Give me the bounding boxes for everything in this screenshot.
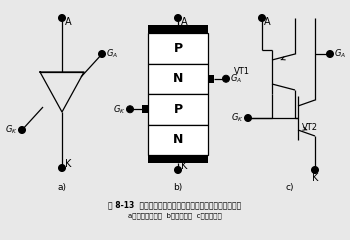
Text: K: K xyxy=(312,173,318,183)
Circle shape xyxy=(126,106,133,113)
Text: $G_A$: $G_A$ xyxy=(106,48,118,60)
Circle shape xyxy=(312,167,318,174)
Circle shape xyxy=(175,167,182,174)
Circle shape xyxy=(175,14,182,22)
Text: P: P xyxy=(174,103,183,116)
Text: $G_A$: $G_A$ xyxy=(230,72,242,85)
Bar xyxy=(148,125,208,155)
Text: a）电路图形符号  b）内部结构  c）等效电路: a）电路图形符号 b）内部结构 c）等效电路 xyxy=(128,212,222,219)
Circle shape xyxy=(327,50,334,58)
Circle shape xyxy=(223,75,230,82)
Text: VT2: VT2 xyxy=(302,123,318,132)
Text: VT1: VT1 xyxy=(234,67,250,77)
Text: A: A xyxy=(264,17,271,27)
Text: a): a) xyxy=(57,183,66,192)
Bar xyxy=(148,64,208,94)
Text: N: N xyxy=(173,133,183,146)
Bar xyxy=(148,25,208,33)
Bar xyxy=(148,94,208,125)
Text: $G_A$: $G_A$ xyxy=(334,48,346,60)
Text: c): c) xyxy=(286,183,294,192)
Text: P: P xyxy=(174,42,183,55)
Text: A: A xyxy=(65,17,72,27)
Bar xyxy=(142,105,148,113)
Text: $G_K$: $G_K$ xyxy=(113,103,126,115)
Circle shape xyxy=(259,14,266,22)
Bar xyxy=(208,75,214,83)
Circle shape xyxy=(98,50,105,58)
Text: K: K xyxy=(181,161,187,171)
Text: A: A xyxy=(181,17,188,27)
Circle shape xyxy=(245,114,252,121)
Text: $G_K$: $G_K$ xyxy=(5,124,18,136)
Circle shape xyxy=(58,14,65,22)
Circle shape xyxy=(58,164,65,172)
Text: $G_K$: $G_K$ xyxy=(231,112,244,124)
Circle shape xyxy=(19,126,26,133)
Bar xyxy=(148,155,208,163)
Text: 图 8-13  四极晶闸管的电路图形符号、内部结构及等效电路: 图 8-13 四极晶闸管的电路图形符号、内部结构及等效电路 xyxy=(108,200,241,209)
Text: b): b) xyxy=(173,183,183,192)
Bar xyxy=(148,33,208,64)
Text: N: N xyxy=(173,72,183,85)
Text: K: K xyxy=(65,159,71,169)
